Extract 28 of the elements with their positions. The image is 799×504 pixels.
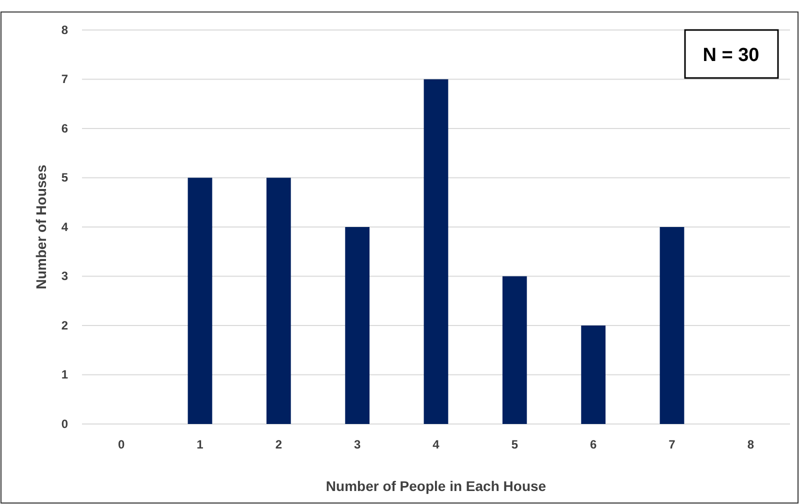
x-tick-label: 1 [196,438,204,452]
x-tick-label: 2 [275,438,282,452]
bar [188,178,212,424]
x-axis-title: Number of People in Each House [326,478,546,494]
bar [424,79,448,424]
y-tick-label: 0 [61,416,68,431]
bar [345,227,370,424]
x-tick-label: 7 [668,438,676,452]
y-tick-label: 2 [61,318,68,332]
x-tick-label: 3 [354,438,361,452]
y-tick-label: 7 [61,72,68,86]
bar [660,227,684,424]
y-tick-label: 6 [61,121,68,136]
x-tick-label: 6 [590,438,597,452]
x-tick-label: 5 [511,438,518,452]
x-tick-label: 0 [118,438,125,452]
y-tick-label: 5 [61,170,68,185]
annotation: N = 30 [702,45,760,66]
bar [502,276,527,424]
y-tick-label: 8 [61,22,68,37]
y-axis-title: Number of Houses [33,164,49,290]
bar [581,326,606,424]
y-tick-label: 3 [61,269,68,284]
x-tick-label: 4 [432,438,440,452]
bar [266,178,291,424]
x-tick-label: 8 [747,438,754,452]
y-tick-label: 1 [61,368,68,382]
y-tick-label: 4 [61,220,68,234]
